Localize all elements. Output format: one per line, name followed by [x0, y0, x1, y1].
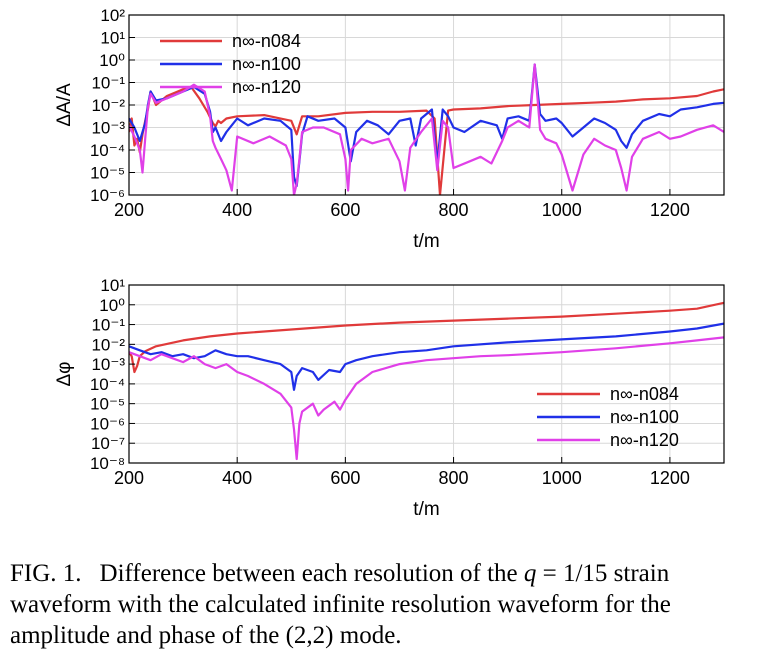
series-group — [129, 301, 724, 461]
legend-label: n∞-n120 — [232, 77, 301, 97]
x-tick-label: 800 — [439, 200, 469, 220]
y-tick-label: 10⁻⁶ — [90, 186, 125, 205]
figure-canvas: 200 400 600 800 1000 120010⁻⁶10⁻⁵10⁻⁴10⁻³10⁻²… — [54, 6, 725, 520]
y-tick-label: 10⁻¹ — [91, 74, 125, 93]
legend-label: n∞-n084 — [610, 384, 679, 404]
x-tick-label: 200 — [114, 200, 144, 220]
plot-frame — [128, 284, 725, 464]
y-axis-label: Δφ — [54, 361, 75, 386]
y-tick-label: 10¹ — [100, 276, 125, 295]
x-tick-label: 600 — [330, 468, 360, 488]
amplitude-panel: 200 400 600 800 1000 1200 10⁻⁶ 10⁻⁵ 10⁻⁴ 10⁻³ 10⁻²… — [54, 6, 725, 252]
phase-panel: 200 400 600 800 1000 1200 10⁻⁸10⁻⁷10⁻⁶10⁻⁵10⁻⁴… — [54, 276, 725, 520]
y-tick-label: 10⁻⁴ — [90, 141, 125, 160]
legend-label: n∞-n120 — [610, 430, 679, 450]
figure-label: FIG. 1. — [10, 560, 82, 587]
y-tick-label: 10⁻⁸ — [90, 454, 125, 473]
x-tick-label: 800 — [439, 468, 469, 488]
legend-label: n∞-n084 — [232, 31, 301, 51]
y-tick-label: 10⁻⁵ — [90, 164, 125, 183]
legend-label: n∞-n100 — [232, 54, 301, 74]
series-line — [129, 336, 724, 461]
y-axis-label: ΔA/A — [54, 83, 75, 127]
x-tick-label: 200 — [114, 468, 144, 488]
x-tick-label: 1000 — [542, 468, 582, 488]
x-axis-label: t/m — [413, 231, 439, 252]
x-tick-label: 1200 — [650, 468, 690, 488]
legend-label: n∞-n100 — [610, 407, 679, 427]
x-tick-label: 400 — [222, 200, 252, 220]
caption-text-2: = 1/15 strain waveform with the calculat… — [10, 560, 671, 649]
y-tick-label: 10⁻² — [91, 335, 125, 354]
y-tick-label: 10⁻³ — [91, 119, 125, 138]
x-axis-label: t/m — [413, 499, 439, 520]
figure-caption: FIG. 1. Difference between each resolutio… — [10, 558, 770, 651]
series-group — [129, 63, 724, 195]
x-tick-label: 1000 — [542, 200, 582, 220]
series-line — [129, 301, 724, 374]
caption-variable: q — [523, 560, 537, 587]
x-tick-label: 400 — [222, 468, 252, 488]
y-tick-label: 10² — [100, 6, 125, 25]
x-tick-label: 600 — [330, 200, 360, 220]
y-tick-label: 10⁻² — [91, 96, 125, 115]
caption-text-1: Difference between each resolution of th… — [99, 560, 524, 587]
y-tick-label: 10¹ — [100, 29, 125, 48]
y-tick-label: 10⁻⁵ — [90, 395, 125, 414]
y-tick-label: 10⁰ — [99, 296, 125, 315]
y-tick-label: 10⁰ — [99, 51, 125, 70]
y-tick-label: 10⁻⁶ — [90, 414, 125, 433]
series-line — [129, 63, 724, 195]
series-line — [129, 85, 724, 195]
y-tick-label: 10⁻⁴ — [90, 375, 125, 394]
y-tick-label: 10⁻¹ — [91, 316, 125, 335]
x-tick-label: 1200 — [650, 200, 690, 220]
series-line — [129, 322, 724, 391]
y-tick-label: 10⁻³ — [91, 355, 125, 374]
y-tick-label: 10⁻⁷ — [91, 434, 125, 453]
